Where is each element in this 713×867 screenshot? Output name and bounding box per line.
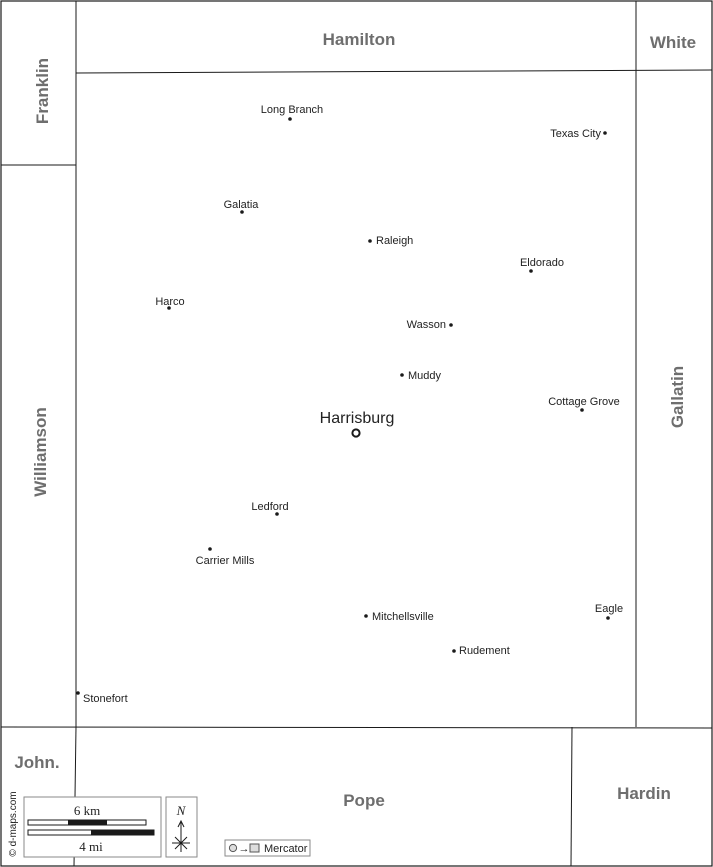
boundary-south [0, 726, 713, 729]
town-label-wasson: Wasson [407, 319, 446, 331]
town-label-harco: Harco [155, 296, 184, 308]
town-label-raleigh: Raleigh [376, 235, 413, 247]
town-dot-stonefort [76, 691, 80, 695]
town-dot-eldorado [529, 269, 533, 273]
town-label-mitchellsville: Mitchellsville [372, 611, 434, 623]
county-seat-label: Harrisburg [320, 410, 395, 427]
town-dot-wasson [449, 323, 453, 327]
town-dot-rudement [452, 649, 456, 653]
boundary-north [75, 69, 713, 74]
scale-km-segment [68, 820, 107, 825]
town-markers [76, 117, 610, 695]
town-label-cottage-grove: Cottage Grove [548, 396, 620, 408]
town-label-rudement: Rudement [459, 645, 510, 657]
county-label-williamson: Williamson [31, 407, 50, 497]
town-label-ledford: Ledford [251, 501, 288, 513]
county-label-hardin: Hardin [617, 784, 671, 803]
town-dot-long-branch [288, 117, 292, 121]
county-label-franklin: Franklin [33, 58, 52, 124]
town-label-galatia: Galatia [224, 199, 260, 211]
town-dot-eagle [606, 616, 610, 620]
town-label-eldorado: Eldorado [520, 257, 564, 269]
scale-mi-label: 4 mi [79, 839, 103, 854]
globe-icon [228, 843, 238, 853]
county-seat-marker-icon [351, 428, 361, 438]
town-dot-cottage-grove [580, 408, 584, 412]
town-dot-harco [167, 306, 171, 310]
town-label-eagle: Eagle [595, 603, 623, 615]
compass-icon [172, 819, 190, 852]
county-label-gallatin: Gallatin [668, 366, 687, 428]
projection-frame [224, 839, 311, 857]
county-seat-harrisburg: Harrisburg [320, 410, 395, 438]
town-label-muddy: Muddy [408, 370, 442, 382]
scale-bar: 6 km 4 mi [23, 796, 162, 858]
town-dot-carrier-mills [208, 547, 212, 551]
town-dot-ledford [275, 512, 279, 516]
scale-km-label: 6 km [74, 803, 100, 818]
scale-bar-box [23, 796, 162, 858]
north-label: N [176, 803, 187, 818]
county-label-hamilton: Hamilton [323, 30, 396, 49]
county-label-pope: Pope [343, 791, 385, 810]
town-dot-muddy [400, 373, 404, 377]
map-credit: © d-maps.com [8, 791, 19, 856]
north-arrow: N [165, 796, 198, 858]
projection-box: → Mercator [224, 839, 311, 857]
flat-map-icon [249, 843, 260, 853]
town-labels: Long Branch Texas City Galatia Raleigh E… [83, 104, 623, 705]
town-label-stonefort: Stonefort [83, 693, 128, 705]
town-label-texas-city: Texas City [550, 128, 601, 140]
scale-mi-segment [91, 830, 154, 835]
county-label-johnson: John. [14, 753, 59, 772]
town-label-carrier-mills: Carrier Mills [196, 555, 255, 567]
county-label-white: White [650, 33, 696, 52]
boundary-pope-hardin [570, 726, 573, 867]
town-label-long-branch: Long Branch [261, 104, 323, 116]
town-dot-galatia [240, 210, 244, 214]
projection-label: Mercator [264, 843, 308, 855]
town-dot-raleigh [368, 239, 372, 243]
town-dot-mitchellsville [364, 614, 368, 618]
town-dot-texas-city [603, 131, 607, 135]
arrow-icon: → [239, 843, 250, 855]
